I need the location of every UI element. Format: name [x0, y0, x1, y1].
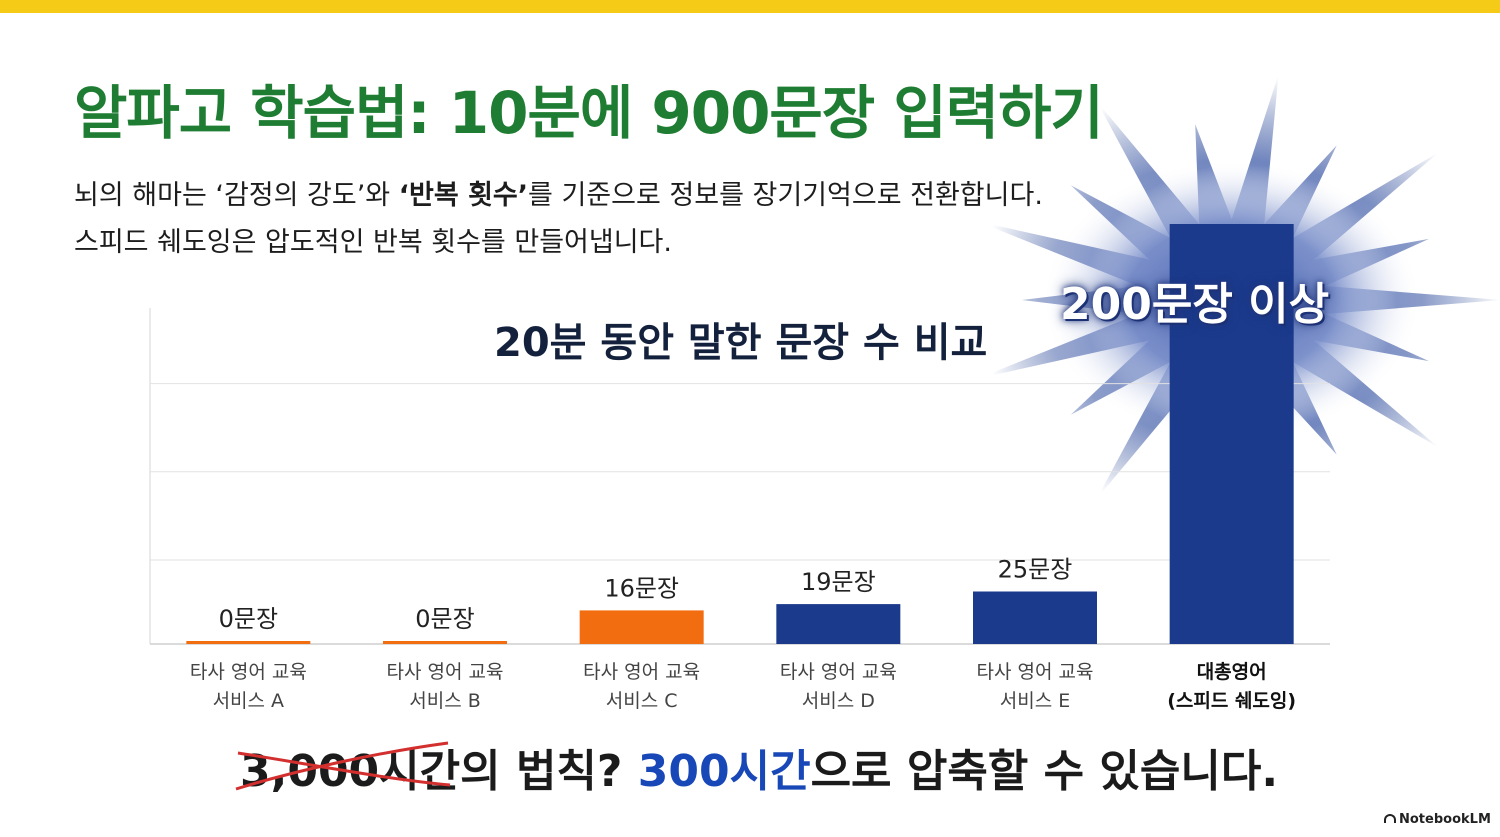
subtitle-line-1: 뇌의 해마는 ‘감정의 강도’와 ‘반복 횟수’를 기준으로 정보를 장기기억으…	[74, 172, 1043, 219]
data-label-4: 19문장	[801, 568, 876, 596]
callout-label: 200문장 이상	[1060, 279, 1330, 330]
x-tick-label-4: 타사 영어 교육	[780, 661, 897, 683]
x-tick-label-5: 타사 영어 교육	[977, 661, 1094, 683]
x-tick-label-6: 대총영어	[1197, 661, 1267, 683]
bar-2	[383, 641, 507, 644]
subtitle: 뇌의 해마는 ‘감정의 강도’와 ‘반복 횟수’를 기준으로 정보를 장기기억으…	[74, 172, 1043, 266]
chart-gridlines	[149, 308, 1330, 645]
subtitle-line-2: 스피드 쉐도잉은 압도적인 반복 횟수를 만들어냅니다.	[74, 227, 672, 258]
x-tick-label-2: 서비스 B	[409, 690, 481, 712]
x-tick-label-2: 타사 영어 교육	[387, 661, 504, 683]
x-tick-label-3: 서비스 C	[606, 690, 678, 712]
bar-4	[776, 604, 901, 644]
data-label-5: 25문장	[998, 556, 1073, 584]
data-label-1: 0문장	[219, 605, 278, 633]
brand-watermark: NotebookLM	[1384, 812, 1491, 827]
red-strike-mark	[235, 741, 451, 791]
data-label-3: 16문장	[604, 574, 679, 602]
top-accent-bar	[0, 0, 1500, 13]
x-tick-label-5: 서비스 E	[1000, 690, 1071, 712]
notebooklm-logo-icon	[1384, 814, 1396, 823]
x-tick-label-3: 타사 영어 교육	[583, 661, 700, 683]
bottom-statement: 3,000시간 의 법칙? 300시간으로 압축할 수 있습니다.	[235, 735, 1279, 799]
brand-name: NotebookLM	[1399, 812, 1491, 827]
highlight-value: 300시간	[637, 746, 811, 797]
bottom-text: 의 법칙?	[460, 746, 638, 797]
subtitle-text: 뇌의 해마는 ‘감정의 강도’와	[74, 180, 399, 211]
page-title: 알파고 학습법: 10분에 900문장 입력하기	[74, 79, 1104, 147]
bar-1	[186, 641, 311, 644]
chart-title: 20분 동안 말한 문장 수 비교	[494, 320, 988, 366]
bottom-text: 으로 압축할 수 있습니다.	[810, 746, 1279, 797]
bar-3	[579, 610, 704, 644]
subtitle-text: 를 기준으로 정보를 장기기억으로 전환합니다.	[528, 180, 1043, 211]
x-tick-label-6: (스피드 쉐도잉)	[1167, 690, 1296, 712]
x-tick-label-4: 서비스 D	[802, 690, 875, 712]
subtitle-emphasis: ‘반복 횟수’	[398, 180, 529, 211]
struck-text: 3,000시간	[235, 735, 460, 799]
bar-5	[973, 591, 1097, 644]
x-tick-label-1: 서비스 A	[213, 690, 284, 712]
data-label-2: 0문장	[415, 605, 474, 633]
bar-6	[1169, 224, 1294, 644]
chart-bars	[186, 224, 1294, 644]
x-tick-label-1: 타사 영어 교육	[190, 661, 307, 683]
